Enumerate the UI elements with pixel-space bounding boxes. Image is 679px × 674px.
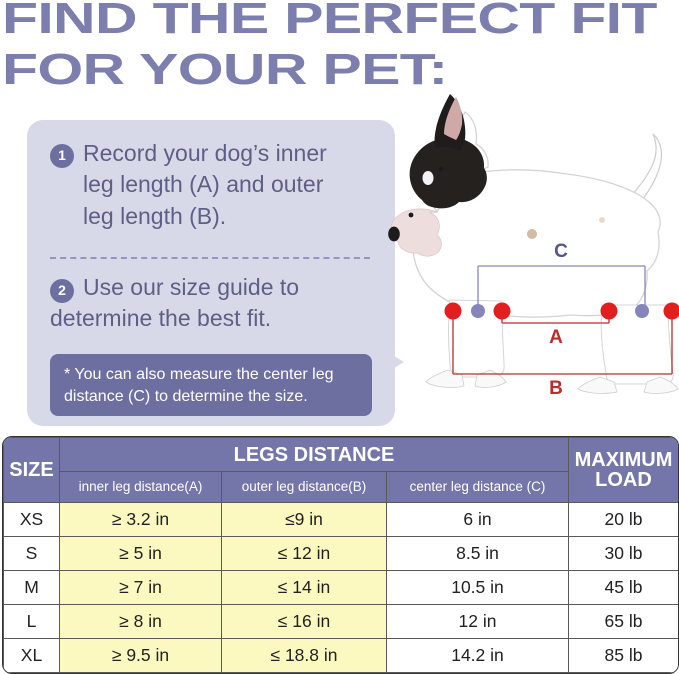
svg-text:A: A [549, 327, 563, 348]
svg-text:B: B [549, 378, 563, 399]
svg-text:C: C [554, 241, 568, 262]
